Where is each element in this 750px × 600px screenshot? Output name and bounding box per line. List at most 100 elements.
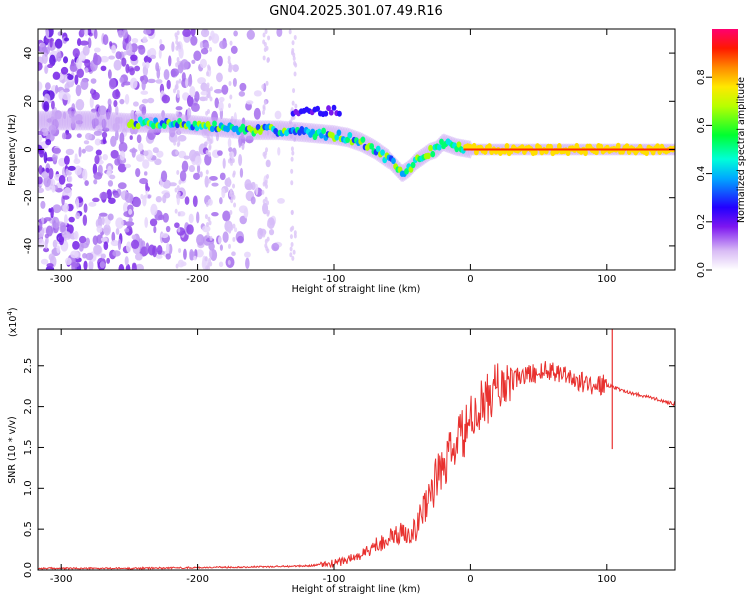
snr-frame bbox=[37, 328, 676, 571]
spectrogram-noise-cell bbox=[134, 65, 141, 72]
spectrogram-noise-cell bbox=[92, 54, 102, 66]
spectrogram-noise-cell bbox=[245, 257, 250, 270]
spectrogram-noise-cell bbox=[145, 181, 149, 192]
spectrogram-ridge-halo bbox=[109, 111, 114, 132]
spectrogram-noise-cell bbox=[131, 263, 137, 270]
spectrogram-noise-cell bbox=[45, 29, 50, 39]
spectrogram-ridge-halo bbox=[55, 110, 60, 131]
spectrogram-noise-cell bbox=[84, 205, 88, 213]
spectrogram-noise-cell bbox=[236, 235, 244, 244]
spectrogram-noise-cell bbox=[83, 140, 90, 145]
spectrogram-noise-cell bbox=[54, 38, 63, 49]
spectrogram-noise-cell bbox=[206, 71, 210, 77]
spectrogram-noise-cell bbox=[129, 148, 138, 153]
spectrogram-noise-cell bbox=[67, 74, 74, 81]
spectrogram-noise-cell bbox=[103, 241, 109, 251]
spectrogram-noise-cell bbox=[253, 90, 262, 97]
spectrogram-noise-cell bbox=[274, 110, 282, 120]
snr-y-tick-label: 2.0 bbox=[23, 399, 34, 415]
spectrogram-noise-cell bbox=[205, 265, 209, 270]
spectrogram-noise-cell bbox=[204, 175, 209, 188]
spectrogram-ridge-halo bbox=[71, 110, 77, 131]
spectrogram-noise-cell bbox=[117, 238, 122, 251]
spectrogram-noise-cell bbox=[88, 201, 97, 207]
spectrogram-noise-cell bbox=[261, 84, 265, 90]
spectrogram-noise-cell bbox=[293, 233, 297, 239]
spectrogram-noise-cell bbox=[265, 80, 269, 86]
colorbar-tick-label: 0.4 bbox=[696, 166, 707, 182]
spectrogram-noise-cell bbox=[158, 48, 162, 59]
spectrogram-noise-cell bbox=[262, 232, 266, 238]
spectrogram-noise-cell bbox=[70, 121, 76, 131]
colorbar-tick-label: 0.8 bbox=[696, 69, 707, 85]
spectrogram-ridge-halo bbox=[102, 111, 108, 132]
spectrogram-noise-cell bbox=[216, 72, 223, 83]
spectrogram-noise-cell bbox=[239, 82, 247, 92]
spectrogram-noise-cell bbox=[83, 260, 88, 270]
spectrogram-noise-cell bbox=[214, 97, 220, 109]
spectrogram-noise-cell bbox=[244, 179, 252, 190]
spectrogram-noise-cell bbox=[84, 29, 89, 37]
spectrogram-noise-cell bbox=[185, 77, 189, 88]
spectrogram-noise-cell bbox=[229, 210, 233, 216]
spectrogram-ridge-halo bbox=[120, 112, 126, 133]
spectrogram-noise-cell bbox=[188, 149, 197, 162]
spectrogram-noise-cell bbox=[228, 227, 232, 233]
spectrogram-noise-cell bbox=[150, 203, 158, 216]
spectrogram-noise-cell bbox=[107, 69, 112, 80]
spectrogram-noise-cell bbox=[263, 100, 267, 106]
spectrogram-ridge-halo bbox=[38, 110, 41, 131]
spectrogram-ridge-halo bbox=[111, 112, 116, 133]
spectrogram-noise-cell bbox=[152, 147, 159, 154]
spectrogram-noise-cell bbox=[62, 111, 67, 120]
spectrogram-noise-cell bbox=[219, 172, 226, 181]
spectrogram-noise-cell bbox=[128, 208, 133, 215]
spectrogram-noise-cell bbox=[253, 107, 261, 120]
spectrogram-noise-cell bbox=[66, 224, 74, 234]
spectrogram-noise-cell bbox=[208, 220, 212, 226]
spectrogram-ridge-cell bbox=[504, 142, 510, 150]
spectrogram-noise-cell bbox=[233, 112, 237, 124]
spectrogram-noise-cell bbox=[290, 210, 294, 216]
spectrogram-ridge-halo bbox=[39, 110, 44, 131]
spectrogram-noise-cell bbox=[137, 44, 145, 50]
snr-x-axis-label: Height of straight line (km) bbox=[292, 584, 421, 595]
colorbar-tick-label: 0.6 bbox=[696, 117, 707, 133]
spectrogram-noise-cell bbox=[135, 167, 141, 178]
spectrogram-noise-cell bbox=[147, 78, 156, 84]
spectrogram-x-tick-label: -300 bbox=[50, 274, 73, 285]
spectrogram-ridge-halo bbox=[117, 112, 123, 133]
snr-series bbox=[38, 329, 675, 570]
spectrogram-noise-cell bbox=[65, 148, 75, 156]
spectrogram-ridge-halo bbox=[91, 110, 96, 131]
spectrogram-noise-cell bbox=[39, 42, 47, 54]
spectrogram-noise-cell bbox=[261, 189, 265, 195]
snr-x-tick-label: -300 bbox=[50, 574, 73, 585]
spectrogram-noise-cell bbox=[109, 174, 116, 180]
spectrogram-noise-cell bbox=[265, 147, 269, 153]
spectrogram-noise-cell bbox=[238, 154, 243, 166]
spectrogram-noise-cell bbox=[49, 54, 56, 67]
spectrogram-x-tick-label: -200 bbox=[186, 274, 209, 285]
spectrogram-noise-cell bbox=[262, 106, 266, 112]
spectrogram-noise-cell bbox=[74, 74, 79, 85]
spectrogram-ridge-cell bbox=[655, 143, 660, 150]
spectrogram-noise-cell bbox=[43, 175, 51, 188]
spectrogram-noise-cell bbox=[264, 196, 268, 202]
spectrogram-ridge-halo bbox=[112, 112, 118, 133]
spectrogram-noise-cell bbox=[100, 55, 109, 63]
spectrogram-noise-cell bbox=[227, 67, 231, 73]
spectrogram-ridge-halo bbox=[42, 110, 47, 131]
spectrogram-noise-cell bbox=[112, 122, 120, 132]
spectrogram-x-tick-label: 100 bbox=[597, 274, 616, 285]
spectrogram-noise-cell bbox=[142, 195, 147, 207]
spectrogram-noise-cell bbox=[200, 29, 210, 38]
spectrogram-noise-cell bbox=[123, 51, 128, 56]
spectrogram-ridge-halo bbox=[52, 110, 57, 131]
spectrogram-noise-cell bbox=[289, 246, 293, 252]
colorbar: 0.0 0.2 0.4 0.6 0.8 Normalized spectral ampl… bbox=[696, 29, 747, 278]
spectrogram-noise-cell bbox=[218, 96, 225, 102]
spectrogram-noise-cell bbox=[289, 119, 293, 125]
spectrogram-noise-cell bbox=[222, 158, 226, 169]
